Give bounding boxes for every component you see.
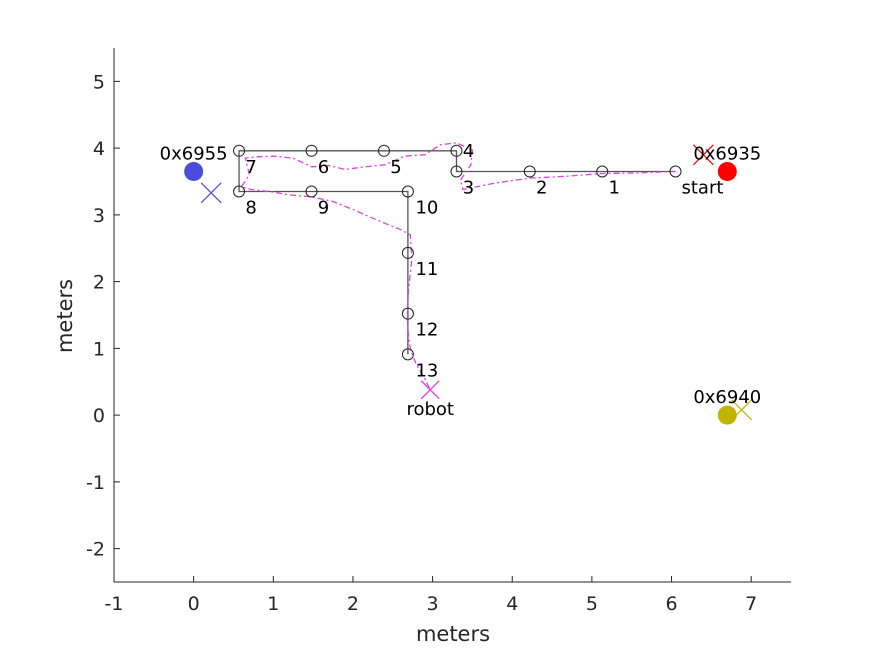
anchor-label: 0x6935	[693, 143, 761, 164]
waypoint-marker	[233, 185, 246, 198]
waypoint-marker	[305, 185, 318, 198]
y-tick-label: -1	[86, 472, 105, 494]
y-tick-label: 0	[93, 405, 105, 427]
waypoint-marker	[523, 165, 536, 178]
trajectory-layer	[240, 142, 676, 391]
x-tick-label: 4	[506, 593, 518, 615]
robot-label: robot	[406, 399, 454, 420]
waypoint-label: 2	[536, 177, 547, 198]
x-tick-label: 1	[267, 593, 279, 615]
anchor-label: 0x6940	[693, 387, 761, 408]
x-tick-label: 6	[665, 593, 677, 615]
waypoint-label: 9	[318, 198, 329, 219]
waypoint-label: start	[682, 177, 724, 198]
anchor-label: 0x6955	[160, 143, 228, 164]
x-tick-label: 5	[586, 593, 598, 615]
planned-path-line	[238, 150, 676, 355]
marker-layer	[184, 144, 753, 425]
anchor-marker	[717, 161, 737, 181]
waypoint-label: 11	[415, 259, 438, 280]
anchor-marker	[717, 405, 737, 425]
waypoint-path-layer	[238, 150, 676, 355]
y-tick-label: 5	[93, 71, 105, 93]
waypoint-label: 13	[415, 360, 438, 381]
x-tick-label: 2	[347, 593, 359, 615]
waypoint-marker	[305, 144, 318, 157]
waypoint-marker	[378, 144, 391, 157]
anchor-estimate-marker	[731, 399, 753, 421]
robot-marker	[420, 380, 440, 400]
x-tick-label: -1	[105, 593, 124, 615]
waypoint-label: 3	[463, 177, 474, 198]
anchor-estimate-marker	[200, 182, 222, 204]
waypoint-marker	[669, 165, 682, 178]
anchor-estimate-marker	[692, 144, 714, 166]
x-axis-label: meters	[416, 622, 490, 646]
waypoint-label: 6	[318, 157, 329, 178]
y-tick-label: 1	[93, 338, 105, 360]
x-tick-label: 0	[188, 593, 200, 615]
x-tick-label: 3	[427, 593, 439, 615]
waypoint-label: 4	[463, 141, 474, 162]
waypoint-label: 12	[415, 320, 438, 341]
waypoint-marker	[401, 307, 414, 320]
waypoint-marker	[450, 144, 463, 157]
waypoint-marker	[401, 185, 414, 198]
waypoint-marker	[401, 246, 414, 259]
waypoint-label: 7	[245, 157, 256, 178]
waypoint-marker	[450, 165, 463, 178]
waypoint-label: 10	[415, 198, 438, 219]
y-tick-label: -2	[86, 539, 105, 561]
waypoint-marker	[401, 348, 414, 361]
waypoint-label: 1	[609, 177, 620, 198]
y-tick-label: 4	[93, 138, 105, 160]
y-tick-label: 3	[93, 205, 105, 227]
y-axis-label: meters	[53, 279, 77, 353]
waypoint-label: 8	[245, 198, 256, 219]
waypoint-marker	[596, 165, 609, 178]
waypoint-label: 5	[390, 157, 401, 178]
trajectory-line	[240, 142, 676, 391]
y-tick-label: 2	[93, 272, 105, 294]
x-tick-label: 7	[745, 593, 757, 615]
anchor-marker	[184, 161, 204, 181]
waypoint-marker	[233, 144, 246, 157]
